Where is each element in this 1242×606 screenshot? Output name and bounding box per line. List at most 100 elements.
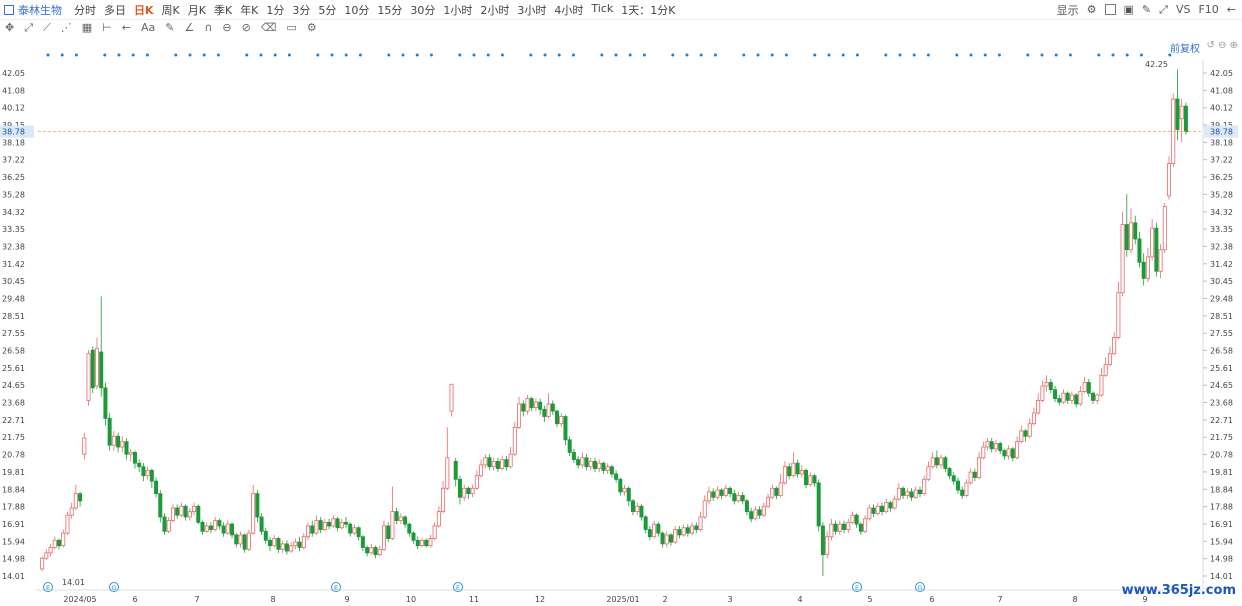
timeframe-tab[interactable]: 3分	[292, 3, 311, 17]
candle-body	[753, 509, 758, 520]
timeframe-tab[interactable]: 月K	[187, 3, 206, 17]
drawing-tool-icon[interactable]: ⊖	[222, 21, 232, 34]
candle-body	[546, 403, 551, 417]
timeframe-tab[interactable]: 4小时	[554, 3, 584, 17]
candle-body	[301, 536, 306, 548]
candle-body	[905, 491, 910, 496]
timeframe-tab[interactable]: 年K	[240, 3, 259, 17]
candle-body	[1120, 224, 1125, 294]
candle-body	[685, 527, 690, 534]
y-tick-label: 38.18	[1210, 138, 1233, 147]
timeframe-tab[interactable]: 1小时	[443, 3, 473, 17]
timeframe-tab[interactable]: 10分	[344, 3, 370, 17]
drawing-tool-icon[interactable]: ⊢	[102, 21, 112, 34]
candle-body	[656, 523, 661, 534]
candle-body	[1150, 227, 1155, 258]
drawing-tool-icon[interactable]: Aa	[140, 21, 156, 34]
timeframe-tab[interactable]: 周K	[161, 3, 180, 17]
candle-body	[563, 416, 568, 441]
candle-body	[56, 539, 61, 547]
drawing-tool-icon[interactable]: ⋰	[60, 21, 72, 34]
drawing-tool-icon[interactable]: ∩	[204, 21, 213, 34]
camera-icon[interactable]: ▣	[1123, 3, 1134, 16]
drawing-tool-icon[interactable]: ⤢	[24, 20, 34, 34]
candle-body	[829, 523, 834, 538]
drawing-tool-icon[interactable]: ▭	[286, 21, 297, 34]
signal-dot	[642, 53, 646, 57]
candle-body	[230, 523, 235, 536]
candle-body	[1015, 441, 1020, 459]
timeframe-tab[interactable]: 5分	[318, 3, 337, 17]
vs-button[interactable]: VS	[1175, 3, 1191, 16]
timeframe-tab[interactable]: 分时	[74, 3, 96, 17]
x-tick-label: 11	[469, 595, 479, 604]
timeframe-tab[interactable]: 1天：1分K	[621, 3, 676, 17]
adjust-icons[interactable]: ↺ ⊖ ⊕	[1206, 40, 1239, 51]
layout-icon[interactable]	[1104, 4, 1116, 15]
timeframe-tab[interactable]: 3小时	[517, 3, 547, 17]
candle-body	[179, 505, 184, 516]
candle-body	[774, 487, 779, 496]
drawing-tool-icon[interactable]: ✎	[165, 21, 175, 34]
candle-body	[1082, 382, 1087, 392]
candle-body	[711, 491, 716, 498]
last-price-box-left	[0, 125, 34, 138]
y-tick-label-left: 14.98	[2, 555, 25, 564]
drawing-tool-icon[interactable]: ∠	[184, 21, 195, 34]
signal-dot	[415, 53, 419, 57]
signal-dot	[344, 53, 348, 57]
candle-body	[263, 530, 268, 541]
candle-body	[732, 493, 737, 502]
candle-body	[1112, 337, 1117, 355]
y-tick-label-left: 30.45	[2, 277, 25, 286]
f10-button[interactable]: F10	[1198, 3, 1219, 16]
signal-dot	[969, 53, 973, 57]
fullscreen-icon[interactable]: ⤢	[1159, 2, 1168, 16]
timeframe-tab[interactable]: 季K	[213, 3, 233, 17]
stock-name[interactable]: 泰林生物	[18, 3, 62, 17]
candle-body	[875, 505, 880, 514]
drawing-tool-icon[interactable]: ←	[121, 21, 131, 34]
candle-body	[1036, 399, 1041, 414]
candle-body	[867, 507, 872, 520]
candle-body	[609, 466, 614, 475]
candle-body	[1010, 448, 1015, 459]
candle-body	[1095, 394, 1100, 401]
candle-body	[200, 521, 205, 532]
drawing-tool-icon[interactable]: ⌫	[260, 21, 277, 34]
candle-body	[343, 521, 348, 525]
drawing-tool-icon[interactable]: ⚙	[306, 21, 317, 34]
timeframe-tab[interactable]: Tick	[591, 1, 614, 15]
timeframe-tab[interactable]: 30分	[410, 3, 436, 17]
drawing-tool-icon[interactable]: ⊘	[241, 21, 251, 34]
y-tick-label-left: 41.08	[2, 86, 25, 95]
candle-body	[892, 498, 897, 509]
y-tick-label-left: 17.88	[2, 503, 25, 512]
adjust-mode[interactable]: 前复权	[1170, 44, 1200, 55]
x-tick-label: 6	[132, 595, 137, 604]
timeframe-tab[interactable]: 2小时	[480, 3, 510, 17]
timeframe-tab[interactable]: 日K	[134, 3, 154, 17]
candle-body	[348, 523, 353, 534]
settings-icon[interactable]: ⚙	[1086, 3, 1097, 16]
y-tick-label-left: 34.32	[2, 208, 25, 217]
display-menu[interactable]: 显示	[1056, 3, 1079, 17]
candle-body	[1162, 206, 1167, 251]
candle-body	[664, 534, 669, 545]
timeframe-tab[interactable]: 15分	[377, 3, 403, 17]
y-tick-label: 15.94	[1210, 537, 1233, 546]
candle-body	[1031, 412, 1036, 425]
candle-body	[884, 502, 889, 513]
drawing-tool-icon[interactable]: ⟋	[43, 20, 51, 34]
pen-icon[interactable]: ✎	[1141, 3, 1152, 16]
back-icon[interactable]: ←	[1226, 3, 1236, 16]
last-price-label-left: 38.78	[2, 128, 25, 137]
candle-body	[791, 462, 796, 477]
candle-body	[580, 457, 585, 466]
drawing-tool-icon[interactable]: ✥	[5, 21, 15, 34]
drawing-tool-icon[interactable]: ▦	[81, 21, 93, 34]
timeframe-tab[interactable]: 多日	[104, 3, 126, 17]
y-tick-label-left: 19.81	[2, 468, 25, 477]
signal-dot	[699, 53, 703, 57]
timeframe-tab[interactable]: 1分	[266, 3, 285, 17]
